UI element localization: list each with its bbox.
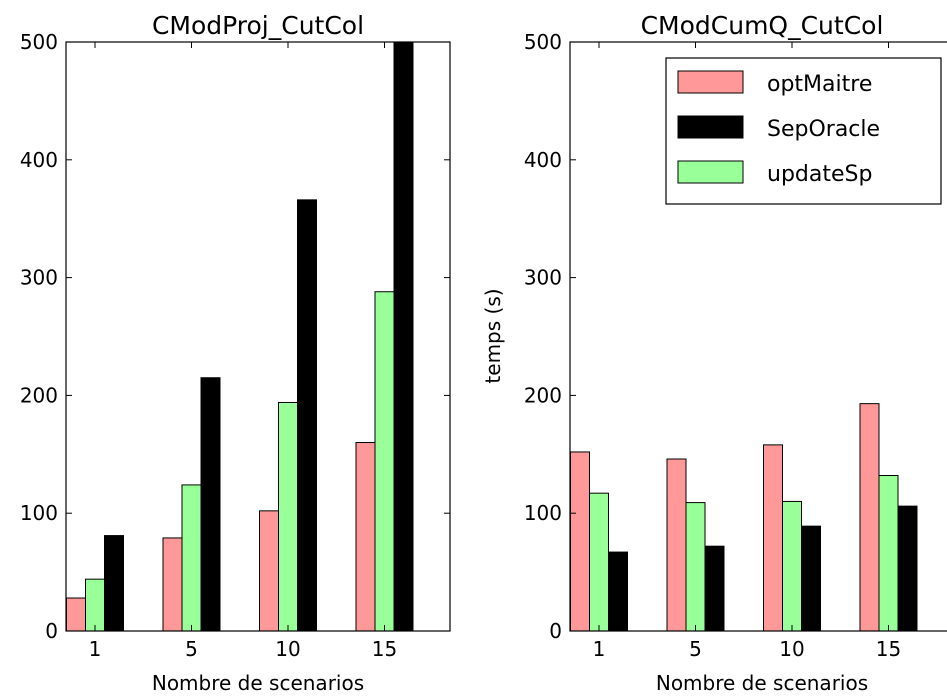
bar-SepOracle-1 bbox=[608, 551, 628, 632]
x-tick-label: 10 bbox=[779, 637, 804, 661]
bar-group bbox=[66, 41, 414, 632]
y-tick-label: 0 bbox=[549, 619, 562, 643]
y-tick-label: 300 bbox=[524, 266, 562, 290]
x-tick-label: 5 bbox=[185, 637, 198, 661]
plot-frame bbox=[65, 41, 451, 632]
chart-title: CModCumQ_CutCol bbox=[641, 11, 884, 40]
legend-item: SepOracle bbox=[677, 115, 880, 142]
y-tick-label: 100 bbox=[20, 501, 58, 525]
y-tick-label: 400 bbox=[524, 148, 562, 172]
legend-swatch bbox=[677, 70, 744, 94]
x-tick-label: 1 bbox=[593, 637, 606, 661]
y-tick-label: 200 bbox=[524, 383, 562, 407]
bar-SepOracle-10 bbox=[297, 199, 317, 632]
bar-SepOracle-15 bbox=[897, 505, 918, 632]
y-tick-label: 100 bbox=[524, 501, 562, 525]
x-tick-label: 1 bbox=[89, 637, 102, 661]
bar-updateSp-5 bbox=[685, 502, 706, 632]
y-tick-label: 200 bbox=[20, 383, 58, 407]
bar-SepOracle-5 bbox=[200, 377, 221, 632]
plot-frame bbox=[569, 41, 947, 632]
y-tick-label: 500 bbox=[524, 30, 562, 54]
bar-updateSp-15 bbox=[374, 291, 395, 632]
bar-optMaitre-15 bbox=[355, 442, 376, 632]
bar-updateSp-15 bbox=[878, 475, 899, 632]
bar-optMaitre-1 bbox=[66, 597, 86, 632]
legend-item: updateSp bbox=[677, 160, 872, 187]
bar-optMaitre-10 bbox=[763, 444, 783, 632]
chart-title: CModProj_CutCol bbox=[152, 11, 364, 40]
legend-label: SepOracle bbox=[767, 117, 880, 142]
y-axis-label: temps (s) bbox=[481, 288, 505, 383]
x-tick-label: 5 bbox=[689, 637, 702, 661]
x-axis-label: Nombre de scenarios bbox=[656, 671, 868, 695]
bar-updateSp-10 bbox=[782, 500, 802, 632]
legend-label: updateSp bbox=[767, 162, 872, 187]
y-tick-label: 400 bbox=[20, 148, 58, 172]
bar-SepOracle-15 bbox=[393, 41, 414, 632]
legend-swatch bbox=[677, 115, 744, 139]
y-tick-label: 0 bbox=[45, 619, 58, 643]
x-axis-label: Nombre de scenarios bbox=[152, 671, 364, 695]
bar-updateSp-1 bbox=[589, 492, 609, 632]
x-tick-label: 10 bbox=[275, 637, 300, 661]
bar-optMaitre-5 bbox=[162, 537, 183, 632]
legend-label: optMaitre bbox=[767, 72, 872, 97]
x-tick-label: 15 bbox=[372, 637, 397, 661]
bar-optMaitre-15 bbox=[859, 403, 880, 632]
legend: optMaitre SepOracle updateSp bbox=[665, 57, 942, 205]
bar-updateSp-10 bbox=[278, 401, 298, 632]
bar-optMaitre-5 bbox=[666, 458, 687, 632]
bar-SepOracle-10 bbox=[801, 525, 821, 632]
y-tick-label: 300 bbox=[20, 266, 58, 290]
x-tick-label: 15 bbox=[876, 637, 901, 661]
bar-group bbox=[570, 403, 918, 632]
bar-SepOracle-5 bbox=[704, 545, 725, 632]
bar-updateSp-5 bbox=[181, 484, 202, 632]
legend-item: optMaitre bbox=[677, 70, 872, 97]
bar-optMaitre-10 bbox=[259, 510, 279, 632]
bar-updateSp-1 bbox=[85, 578, 105, 632]
y-tick-label: 500 bbox=[20, 30, 58, 54]
bar-SepOracle-1 bbox=[104, 535, 124, 632]
legend-swatch bbox=[677, 160, 744, 184]
bar-optMaitre-1 bbox=[570, 451, 590, 632]
